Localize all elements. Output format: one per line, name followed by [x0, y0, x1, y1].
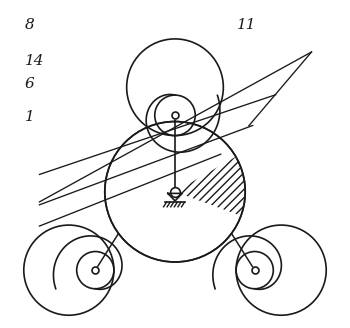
Text: 14: 14	[25, 54, 44, 68]
Text: 8: 8	[25, 18, 35, 32]
Text: 1: 1	[25, 110, 35, 124]
Text: 11: 11	[237, 18, 257, 32]
Text: 6: 6	[25, 77, 35, 91]
